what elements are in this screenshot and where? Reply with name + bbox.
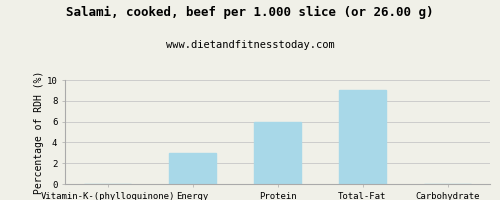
Text: Salami, cooked, beef per 1.000 slice (or 26.00 g): Salami, cooked, beef per 1.000 slice (or… bbox=[66, 6, 434, 19]
Y-axis label: Percentage of RDH (%): Percentage of RDH (%) bbox=[34, 70, 44, 194]
Bar bbox=[339, 90, 386, 184]
Bar bbox=[169, 153, 216, 184]
Text: www.dietandfitnesstoday.com: www.dietandfitnesstoday.com bbox=[166, 40, 334, 50]
Bar bbox=[254, 122, 301, 184]
